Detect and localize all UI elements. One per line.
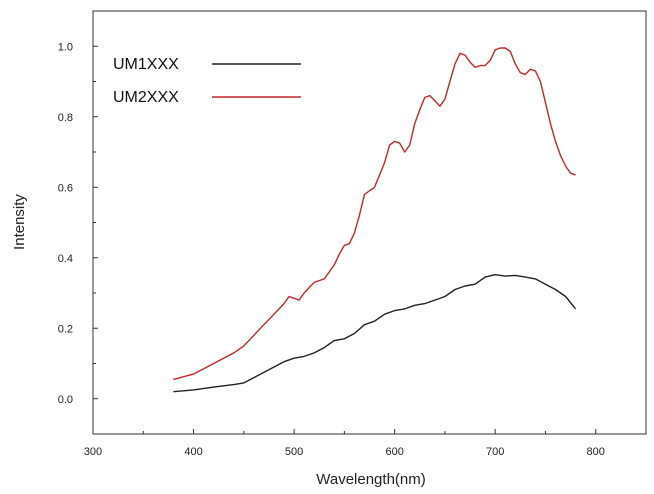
x-tick-label: 300 [84, 446, 102, 458]
y-tick-label: 0.6 [58, 182, 73, 194]
y-tick-label: 0.0 [58, 394, 73, 406]
x-axis-ticks: 300 400 500 600 700 800 [84, 429, 605, 458]
x-tick-label: 600 [385, 446, 403, 458]
x-tick-label: 500 [285, 446, 303, 458]
y-tick-label: 1.0 [58, 41, 73, 53]
series-line-um1xxx [173, 274, 577, 393]
legend-label-um2xxx: UM2XXX [113, 89, 179, 106]
legend: UM1XXX UM2XXX [113, 56, 301, 106]
y-axis-label: Intensity [11, 194, 28, 250]
y-axis-ticks: 0.0 0.2 0.4 0.6 0.8 1.0 [58, 10, 98, 406]
plot-frame [92, 10, 647, 435]
y-tick-label: 0.2 [58, 323, 73, 335]
x-tick-label: 400 [184, 446, 202, 458]
series-lines [173, 47, 577, 393]
y-tick-label: 0.8 [58, 112, 73, 124]
x-axis-label: Wavelength(nm) [316, 471, 425, 488]
series-line-um2xxx [173, 47, 576, 381]
x-tick-label: 800 [587, 446, 605, 458]
legend-label-um1xxx: UM1XXX [113, 56, 179, 73]
x-tick-label: 700 [486, 446, 504, 458]
y-tick-label: 0.4 [58, 253, 73, 265]
